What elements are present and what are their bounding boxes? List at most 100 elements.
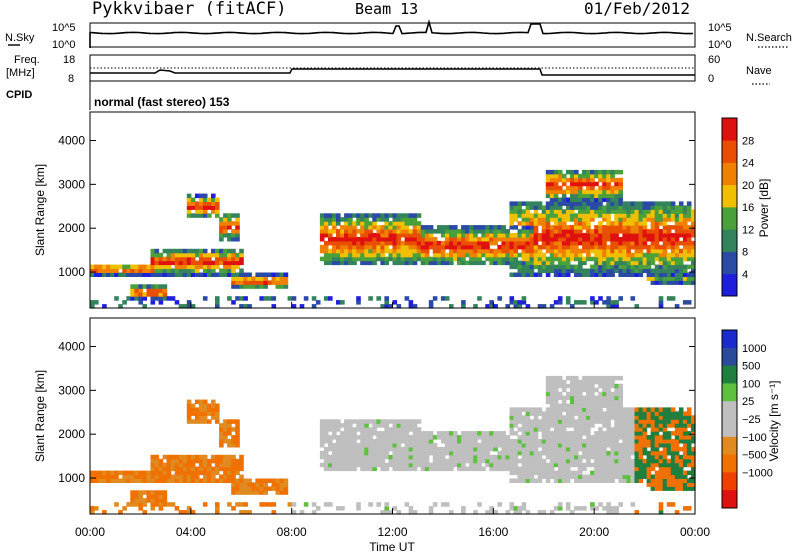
velocity-cell [182, 478, 188, 483]
power-cell [678, 248, 684, 254]
power-cell [654, 248, 660, 254]
power-cell [154, 292, 160, 297]
power-cell [630, 221, 636, 226]
power-cell [594, 173, 599, 179]
power-cell [662, 244, 668, 250]
power-cell [158, 288, 164, 293]
velocity-cell [348, 466, 353, 472]
velocity-cell [682, 470, 688, 476]
velocity-cell [444, 435, 450, 440]
power-cell [396, 213, 402, 218]
power-cell [202, 193, 208, 199]
velocity-cell [461, 454, 466, 460]
power-cell [356, 221, 361, 226]
power-cell [537, 264, 543, 270]
velocity-cell [626, 454, 631, 460]
velocity-cell [638, 474, 644, 479]
power-cell [545, 256, 551, 262]
power-cell [578, 233, 583, 238]
velocity-cell [517, 435, 523, 440]
velocity-cell [194, 419, 200, 424]
power-cell [626, 237, 631, 242]
power-cell [658, 296, 664, 301]
velocity-cell [557, 435, 563, 440]
power-cell [344, 248, 349, 254]
velocity-cell [570, 383, 575, 389]
power-cell [525, 252, 531, 258]
velocity-cell [670, 502, 676, 507]
power-cell [582, 189, 587, 195]
power-cell [469, 229, 474, 234]
velocity-cell [646, 443, 652, 448]
power-cell [525, 233, 531, 238]
velocity-cell [626, 478, 631, 483]
velocity-cell [557, 478, 563, 483]
power-cell [392, 252, 398, 258]
power-cell [509, 240, 515, 246]
velocity-cell [674, 419, 680, 424]
power-cell [158, 268, 164, 273]
cpid-text: normal (fast stereo) 153 [94, 95, 230, 109]
power-cell [670, 264, 676, 270]
power-cell [436, 248, 442, 254]
power-cell [364, 237, 369, 242]
power-cell [521, 240, 527, 246]
power-cell [682, 205, 688, 210]
power-cell [328, 237, 333, 242]
velocity-cell [666, 502, 672, 507]
velocity-cell [598, 375, 603, 381]
power-cell [497, 237, 502, 242]
power-cell [162, 248, 168, 254]
velocity-cell [630, 458, 636, 464]
velocity-cell [231, 490, 236, 495]
power-cell [549, 169, 555, 175]
power-cell [686, 201, 692, 206]
velocity-cell [178, 510, 184, 515]
velocity-cell [392, 446, 398, 452]
power-cell [646, 272, 652, 277]
power-cell [674, 213, 680, 218]
power-cell [570, 189, 575, 195]
power-cell [630, 233, 636, 238]
power-cell [134, 268, 139, 273]
velocity-cell [198, 470, 204, 476]
power-cell [485, 244, 490, 250]
velocity-cell [376, 458, 381, 464]
velocity-cell [501, 458, 506, 464]
velocity-cell [388, 454, 394, 460]
power-cell [202, 264, 208, 270]
power-cell [235, 256, 240, 262]
power-cell [618, 177, 623, 183]
power-cell [344, 260, 349, 266]
power-cell [158, 260, 164, 266]
power-cell [626, 272, 631, 277]
power-cell [360, 225, 365, 230]
power-cell [561, 264, 567, 270]
power-cell [186, 252, 192, 258]
velocity-cell [529, 427, 535, 432]
power-cell [239, 256, 244, 262]
power-cell [670, 268, 676, 273]
velocity-cell [461, 466, 466, 472]
velocity-cell [638, 415, 644, 420]
power-cell [424, 240, 430, 246]
power-cell [654, 201, 660, 206]
power-cell [94, 300, 99, 305]
power-cell [642, 268, 648, 273]
velocity-cell [682, 478, 688, 483]
velocity-cell [638, 439, 644, 444]
velocity-cell [650, 454, 656, 460]
velocity-cell [457, 439, 462, 444]
power-cell [561, 260, 567, 266]
velocity-cell [404, 427, 410, 432]
velocity-cell [646, 474, 652, 479]
power-cell [396, 225, 402, 230]
power-cell [223, 229, 228, 234]
velocity-cell [275, 486, 281, 491]
velocity-cell [557, 450, 563, 456]
power-cell [682, 276, 688, 281]
power-cell [396, 304, 402, 309]
velocity-cell [315, 506, 321, 511]
velocity-cell [610, 407, 615, 412]
power-cell [529, 229, 535, 234]
